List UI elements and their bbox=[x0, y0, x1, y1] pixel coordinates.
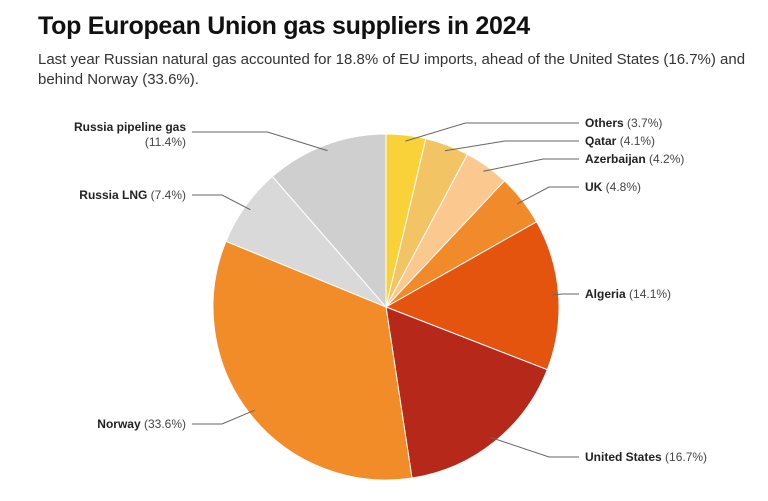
slice-label-others: Others (3.7%) bbox=[585, 116, 662, 130]
slice-label-uk: UK (4.8%) bbox=[585, 180, 641, 194]
leader-line-others bbox=[405, 122, 579, 142]
pie-slice-russia-pipeline-gas bbox=[271, 133, 387, 309]
leader-line-azerbaijan bbox=[483, 158, 579, 172]
chart-title: Top European Union gas suppliers in 2024 bbox=[38, 12, 530, 40]
slice-label-russia-pipeline-gas: Russia pipeline gas (11.4%) bbox=[74, 120, 186, 149]
slice-label-qatar: Qatar (4.1%) bbox=[585, 134, 655, 148]
slice-label-azerbaijan: Azerbaijan (4.2%) bbox=[585, 152, 684, 166]
pie-slice-norway bbox=[212, 240, 413, 481]
leader-line-russia-pipeline-gas bbox=[192, 131, 328, 152]
chart-subtitle: Last year Russian natural gas accounted … bbox=[38, 51, 746, 88]
leader-line-norway bbox=[192, 409, 255, 425]
leader-line-russia-lng bbox=[192, 194, 251, 211]
slice-label-norway: Norway (33.6%) bbox=[97, 417, 186, 431]
leader-line-algeria bbox=[552, 293, 579, 296]
slice-label-russia-lng: Russia LNG (7.4%) bbox=[79, 188, 186, 202]
pie-slice-united-states bbox=[385, 306, 548, 479]
slice-label-algeria: Algeria (14.1%) bbox=[585, 287, 671, 301]
leader-line-uk bbox=[517, 186, 579, 205]
slice-label-united-states: United States (16.7%) bbox=[585, 450, 707, 464]
leader-line-qatar bbox=[444, 140, 579, 152]
leader-line-united-states bbox=[490, 436, 579, 458]
